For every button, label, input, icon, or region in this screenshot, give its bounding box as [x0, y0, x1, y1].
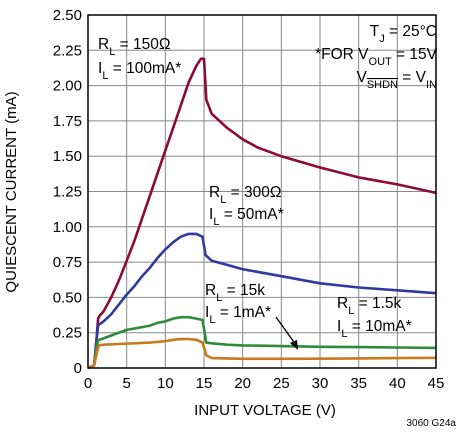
y-tick-label: 0.25	[53, 325, 82, 342]
x-tick-label: 35	[350, 375, 367, 392]
condition-tj: TJ = 25°C	[370, 23, 437, 45]
y-tick-label: 1.00	[53, 219, 82, 236]
x-tick-label: 45	[428, 375, 445, 392]
series-line-15k	[87, 315, 437, 370]
x-tick-label: 10	[157, 375, 174, 392]
series-1-5k-label-i: IL = 10mA*	[337, 318, 412, 340]
series-300-label-i: IL = 50mA*	[209, 206, 284, 228]
y-tick-label: 0.75	[53, 254, 82, 271]
y-tick-label: 2.00	[53, 78, 82, 95]
x-tick-label: 20	[234, 375, 251, 392]
annotation-arrowhead	[290, 340, 298, 350]
series-150-label-i: IL = 100mA*	[98, 60, 181, 82]
condition-vshdn: VSHDN = VIN	[356, 69, 437, 91]
series-line-300ohm	[87, 232, 437, 370]
y-tick-label: 0.50	[53, 289, 82, 306]
x-axis-title: INPUT VOLTAGE (V)	[194, 402, 336, 419]
x-tick-label: 5	[122, 375, 130, 392]
x-tick-label: 0	[84, 375, 92, 392]
series-150-label-r: RL = 150Ω	[98, 36, 170, 58]
series-1-5k-label-r: RL = 1.5k	[337, 295, 402, 317]
series-line-1-5k	[87, 337, 437, 370]
series-300-label-r: RL = 300Ω	[209, 184, 281, 206]
y-tick-label: 1.75	[53, 113, 82, 130]
y-tick-label: 1.25	[53, 184, 82, 201]
x-tick-label: 30	[312, 375, 329, 392]
x-tick-label: 40	[389, 375, 406, 392]
series-layer	[87, 57, 437, 370]
x-tick-label: 15	[196, 375, 213, 392]
y-tick-label: 0	[74, 360, 82, 377]
tick-labels: 0 5 10 15 20 25 30 35 40 45 0 0.25 0.50 0.75 1.00 1.25 1…	[53, 7, 445, 392]
series-15k-label-i: IL = 1mA*	[205, 304, 271, 326]
series-line-150ohm	[87, 57, 437, 370]
plot-frame	[87, 14, 437, 369]
y-tick-label: 2.25	[53, 42, 82, 59]
y-axis-title: QUIESCENT CURRENT (mA)	[3, 91, 20, 292]
condition-vout: *FOR VOUT = 15V	[315, 46, 438, 68]
figure-code: 3060 G24a	[407, 418, 457, 429]
series-15k-label-r: RL = 15k	[205, 282, 265, 304]
y-tick-label: 2.50	[53, 7, 82, 24]
y-tick-label: 1.50	[53, 148, 82, 165]
x-tick-label: 25	[273, 375, 290, 392]
annotation-arrow-line	[275, 316, 297, 346]
